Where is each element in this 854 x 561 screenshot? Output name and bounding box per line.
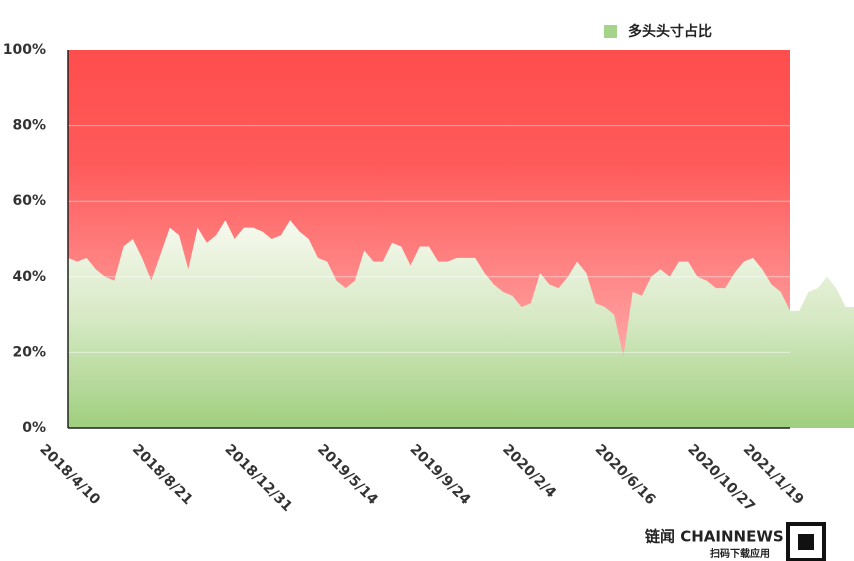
brand: 链闻 CHAINNEWS [645, 528, 784, 546]
qr-code [786, 522, 826, 561]
y-tick-label: 40% [12, 269, 46, 285]
x-tick-label: 2018/12/31 [221, 441, 295, 515]
footer: 链闻 CHAINNEWS 扫码下载应用 [645, 522, 826, 561]
y-tick-label: 20% [12, 344, 46, 360]
x-tick-label: 2020/6/16 [592, 441, 659, 508]
area [68, 220, 854, 428]
x-tick-label: 2020/2/4 [499, 441, 559, 501]
legend-swatch [604, 25, 617, 38]
x-tick-label: 2019/5/14 [314, 441, 381, 508]
x-tick-label: 2018/4/10 [36, 441, 103, 508]
qr-code-center [798, 534, 814, 550]
y-tick-label: 80% [12, 118, 46, 134]
y-tick-label: 100% [3, 42, 46, 58]
legend-label: 多头头寸占比 [628, 23, 712, 40]
x-tick-label: 2018/8/21 [129, 441, 196, 508]
y-tick-label: 0% [22, 420, 46, 436]
x-tick-label: 2019/9/24 [407, 441, 474, 508]
tagline: 扫码下载应用 [710, 547, 770, 560]
y-tick-label: 60% [12, 193, 46, 209]
